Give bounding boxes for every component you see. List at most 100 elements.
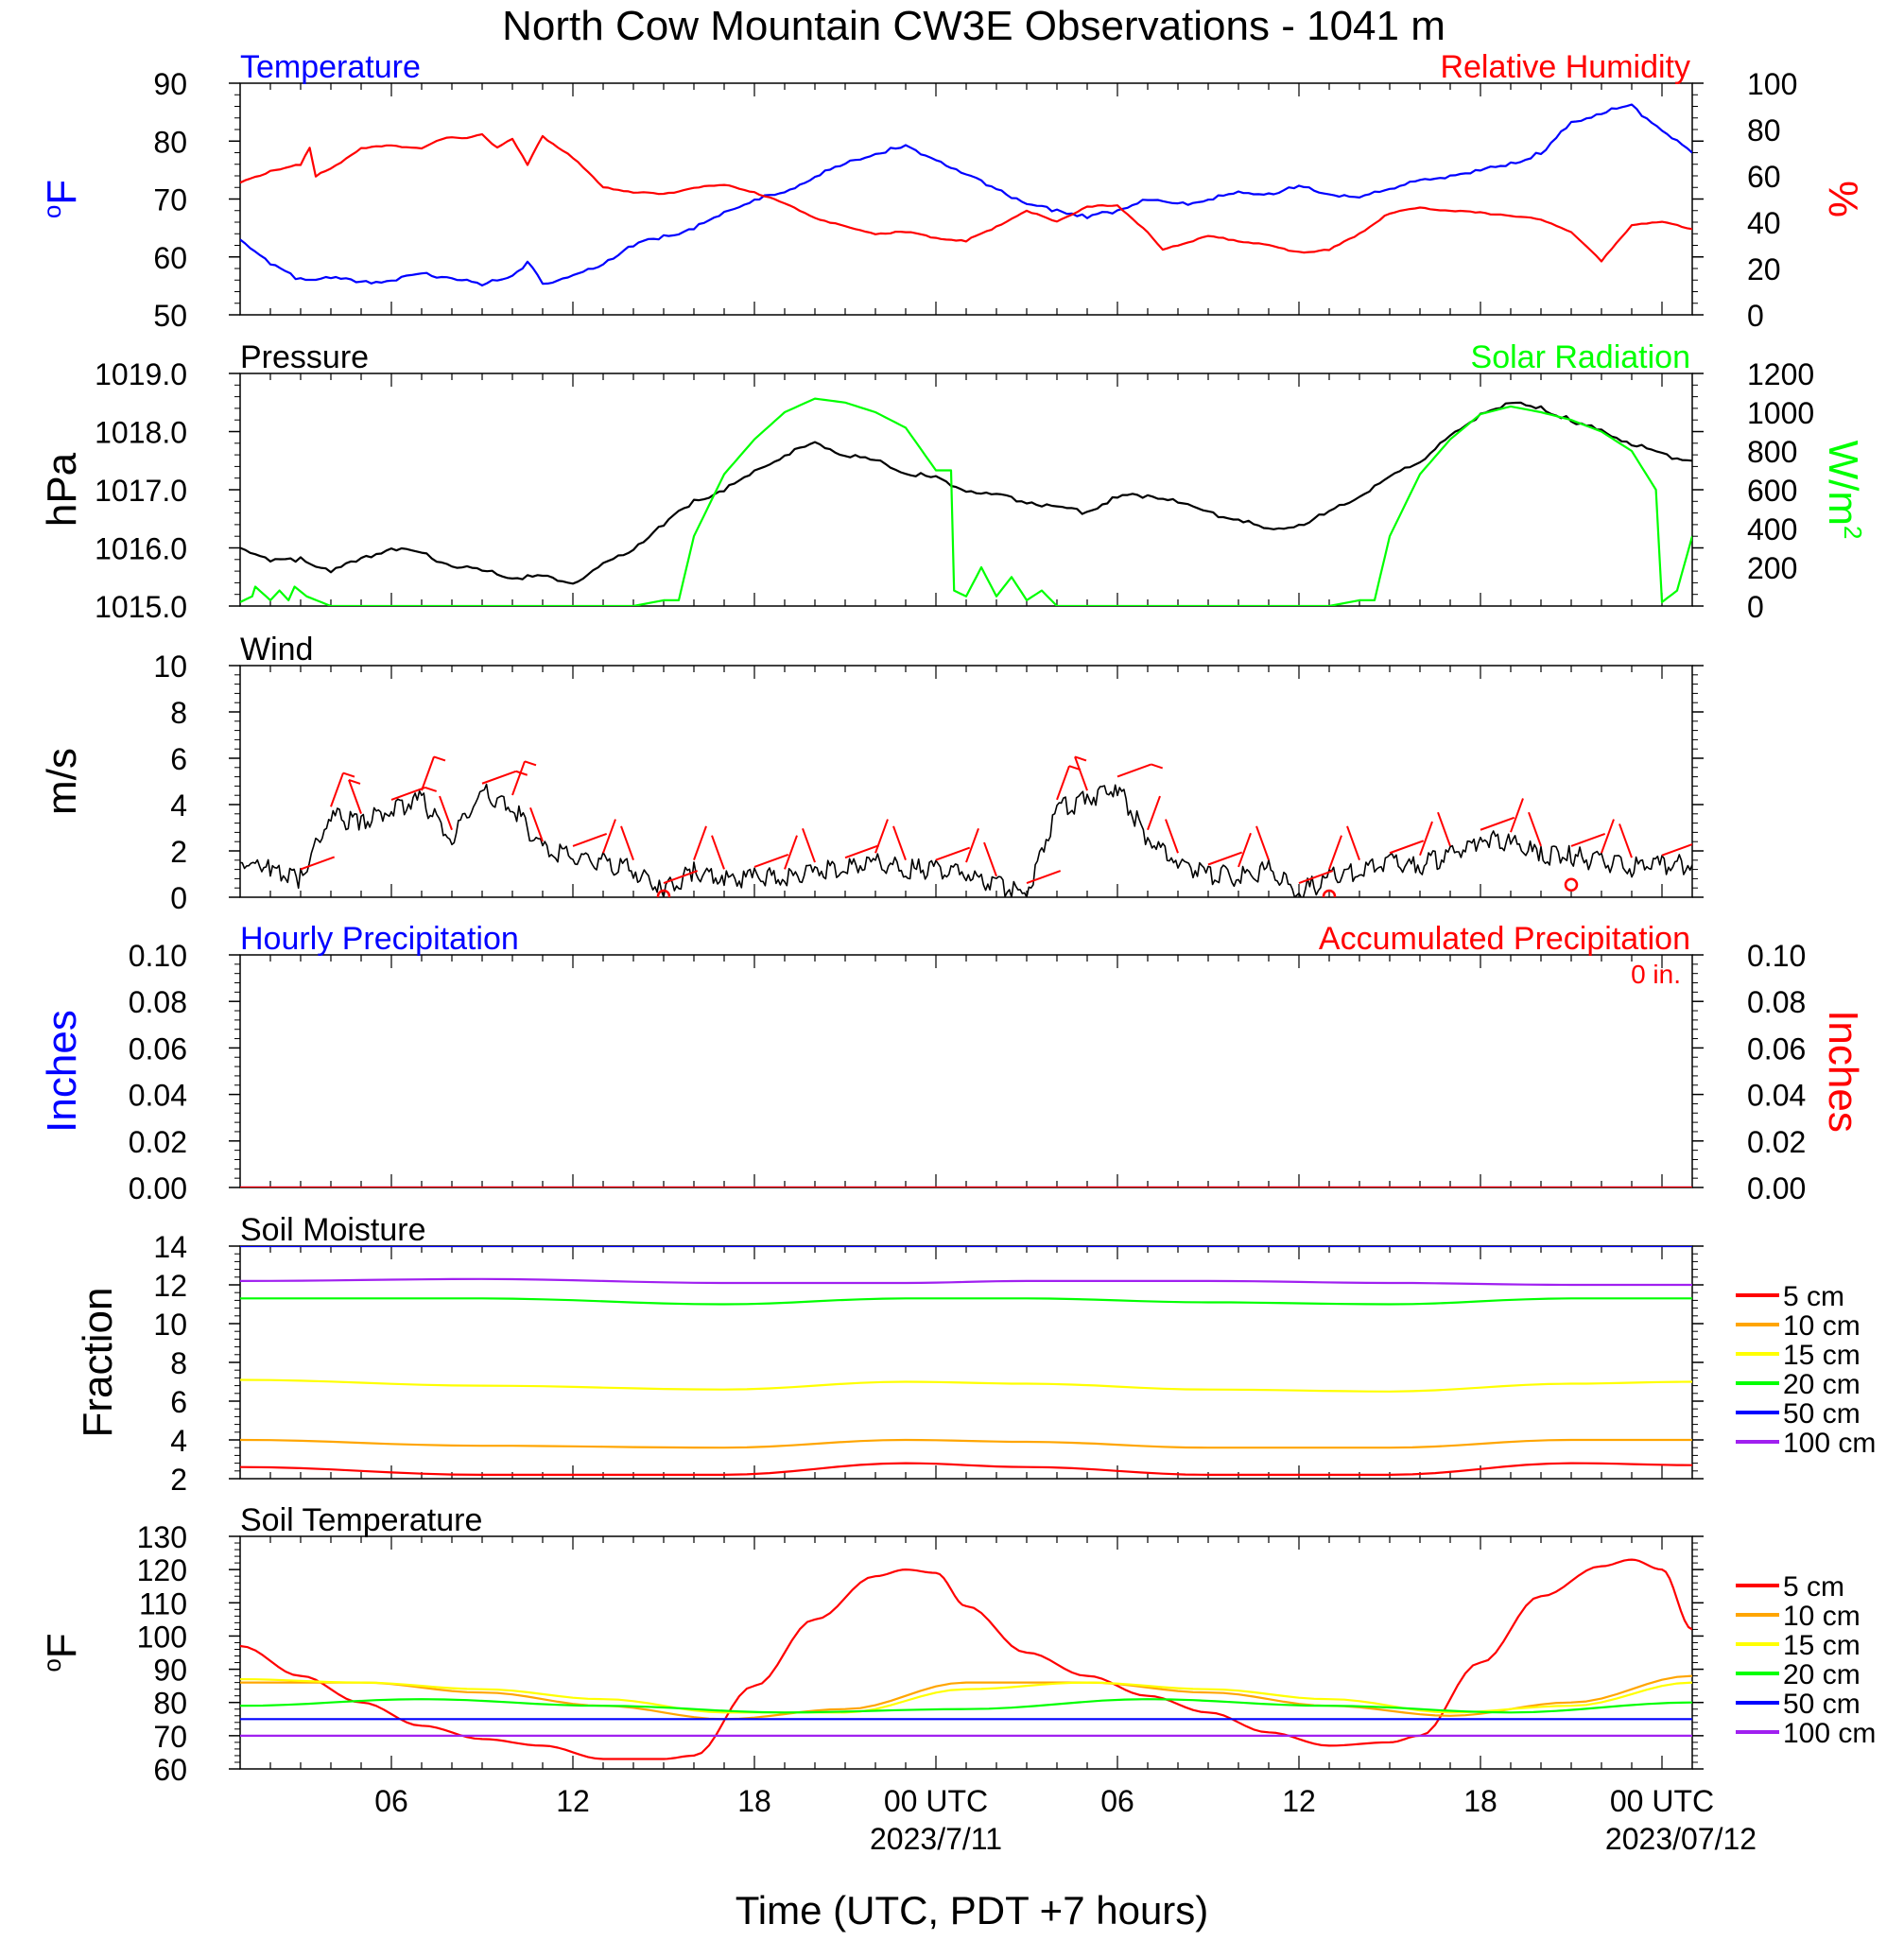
y-axis-label-right: W/m2: [1820, 441, 1867, 540]
x-date-label: 2023/7/11: [870, 1822, 1002, 1856]
wind-barb: [348, 779, 362, 814]
legend-label: 50 cm: [1783, 1398, 1861, 1430]
series-line-10-cm: [240, 1438, 1692, 1449]
y-tick-label-right: 60: [1747, 160, 1781, 194]
y-tick-label-left: 0.08: [129, 985, 187, 1019]
y-tick-label-right: 1200: [1747, 357, 1814, 391]
wind-barb: [1207, 851, 1243, 866]
wind-barb: [1255, 825, 1270, 860]
y-tick-label-right: 0.04: [1747, 1079, 1806, 1113]
legend-label: 15 cm: [1783, 1630, 1861, 1661]
panel-title-left: Pressure: [240, 339, 369, 375]
y-tick-label-right: 200: [1747, 551, 1797, 585]
wind-barb-flag: [342, 771, 355, 778]
y-tick-label-left: 10: [153, 650, 187, 684]
y-tick-label-left: 1015.0: [95, 590, 187, 624]
y-axis-label-left: oF: [38, 1633, 85, 1672]
wind-barb: [965, 827, 979, 863]
y-tick-label-right: 20: [1747, 252, 1781, 286]
y-tick-label-left: 90: [153, 1654, 187, 1688]
y-axis-label-left: m/s: [39, 748, 85, 815]
series-line-10-cm: [240, 1674, 1692, 1721]
panel-title-right: Solar Radiation: [1471, 339, 1690, 375]
y-tick-label-left: 6: [170, 1385, 187, 1419]
y-tick-label-left: 0.04: [129, 1079, 187, 1113]
x-tick-label: 12: [556, 1784, 590, 1818]
wind-barb: [1147, 795, 1161, 831]
series-group: [240, 103, 1692, 286]
legend-label: 50 cm: [1783, 1689, 1861, 1720]
wind-barb: [1298, 870, 1334, 885]
plot-frame: [239, 665, 1693, 898]
series-group: [240, 1558, 1692, 1760]
panel-precip: 0.00 0.02 0.04 0.06 0.08 0.10 0.00 0.02 0.04 0.06…: [39, 921, 1866, 1205]
panel-title-left: Wind: [240, 632, 313, 667]
wind-barb: [1661, 842, 1692, 857]
wind-barb: [1419, 821, 1433, 857]
wind-barb: [784, 835, 798, 870]
y-tick-label-left: 0.06: [129, 1031, 187, 1066]
y-tick-label-left: 0.10: [129, 939, 187, 973]
wind-barb: [439, 795, 453, 831]
y-tick-label-left: 8: [170, 1346, 187, 1380]
series-line-pressure: [240, 401, 1692, 585]
wind-barb: [711, 835, 725, 870]
y-tick-label-left: 1019.0: [95, 357, 187, 391]
wind-barb: [1389, 840, 1425, 855]
panel-temp_rh: 50 60 70 80 90 0 20 40 60 80 100 Temperature Relativ…: [38, 49, 1866, 333]
x-date-label: 2023/07/12: [1605, 1822, 1757, 1856]
x-tick-label: 18: [737, 1784, 771, 1818]
y-axis-label-right: %: [1820, 181, 1866, 217]
y-tick-label-left: 120: [137, 1553, 187, 1587]
y-tick-label-left: 8: [170, 696, 187, 730]
wind-barb: [421, 756, 435, 791]
y-tick-label-right: 80: [1747, 113, 1781, 147]
calm-marker: [656, 889, 671, 897]
wind-barb: [1570, 832, 1606, 847]
wind-barb: [753, 854, 789, 868]
wind-barb: [935, 846, 971, 861]
y-tick-label-left: 6: [170, 742, 187, 776]
panel-title-left: Soil Moisture: [240, 1212, 426, 1248]
wind-barb: [892, 825, 907, 860]
wind-barb: [983, 841, 997, 877]
x-tick-label: 00 UTC: [1610, 1784, 1714, 1818]
x-tick-label: 12: [1282, 1784, 1316, 1818]
y-tick-label-right: 0.06: [1747, 1031, 1806, 1066]
panel-wind: 0 2 4 6 8 10 Wind m/s: [39, 632, 1704, 915]
y-tick-label-right: 800: [1747, 435, 1797, 469]
y-tick-label-left: 4: [170, 1424, 187, 1458]
y-tick-label-left: 0: [170, 881, 187, 915]
y-tick-label-left: 14: [153, 1230, 187, 1264]
y-axis-label-right: Inches: [1820, 1010, 1866, 1133]
y-tick-label-left: 0.00: [129, 1171, 187, 1205]
wind-barb-flag: [515, 770, 528, 776]
y-tick-label-right: 0: [1747, 299, 1764, 333]
wind-barb: [390, 786, 426, 801]
series-group: [240, 397, 1692, 606]
legend-label: 20 cm: [1783, 1369, 1861, 1400]
y-tick-label-left: 2: [170, 1463, 187, 1497]
plot-frame: [239, 373, 1693, 607]
x-tick-label: 18: [1463, 1784, 1497, 1818]
wind-barb: [1618, 823, 1633, 858]
series-group: [240, 1246, 1692, 1477]
calm-marker: [1564, 877, 1579, 892]
wind-barb-flag: [524, 760, 537, 767]
y-tick-label-right: 0: [1747, 590, 1764, 624]
y-tick-label-left: 60: [153, 1753, 187, 1787]
wind-barb: [330, 772, 344, 807]
wind-barb: [572, 832, 608, 847]
series-line-20-cm: [240, 1297, 1692, 1306]
y-tick-label-left: 90: [153, 67, 187, 101]
wind-barb: [1346, 825, 1360, 860]
series-group: [240, 755, 1692, 897]
y-axis-label-left: Fraction: [75, 1288, 121, 1438]
x-tick-label: 06: [1100, 1784, 1134, 1818]
wind-barb: [844, 844, 880, 859]
panel-title-right: Relative Humidity: [1440, 49, 1690, 85]
y-tick-label-left: 80: [153, 1687, 187, 1721]
wind-barb: [1528, 811, 1542, 847]
